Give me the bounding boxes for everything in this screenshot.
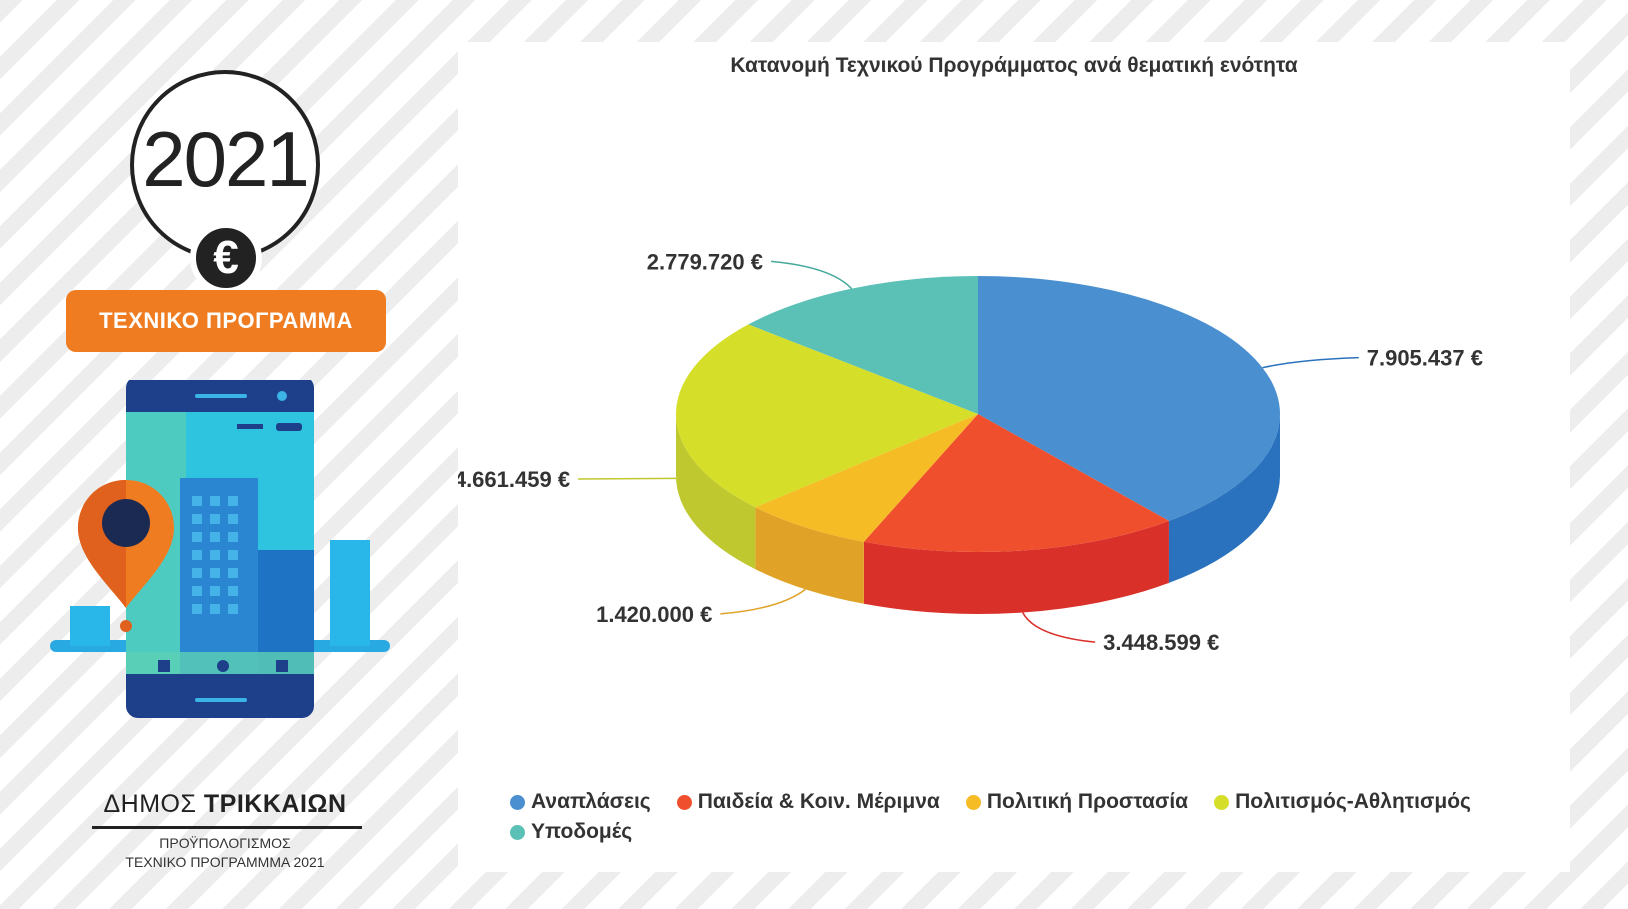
leader-line-3 (578, 477, 677, 480)
legend-label-4: Υποδομές (531, 820, 633, 843)
pie-slice-3 (676, 324, 978, 508)
value-label-0: 7.905.437 € (1367, 346, 1483, 371)
legend-label-0: Αναπλάσεις (531, 790, 651, 813)
leader-line-1 (1022, 612, 1096, 643)
municipality-underline (92, 826, 362, 829)
euro-icon: € (190, 222, 262, 294)
legend-label-2: Πολιτική Προστασία (986, 790, 1189, 813)
legend-swatch-2 (965, 794, 981, 810)
municipality-prefix: ΔΗΜΟΣ (103, 790, 197, 818)
value-label-4: 2.779.720 € (647, 249, 763, 274)
legend-item-1: Παιδεία & Κοιν. Μέριμνα (676, 790, 940, 814)
pie-side-2 (755, 507, 864, 604)
legend-item-4: Υποδομές (510, 820, 632, 844)
left-branding-panel: 2021 € ΤΕΧΝΙΚΟ ΠΡΟΓΡΑΜΜΑ (0, 0, 450, 909)
chart-legend: Αναπλάσεις Παιδεία & Κοιν. Μέριμνα Πολιτικ… (510, 790, 1540, 844)
leader-line-4 (770, 260, 853, 290)
value-label-3: 4.661.459 € (458, 467, 570, 492)
pie-slice-0 (978, 276, 1280, 521)
pie-side-3 (676, 414, 756, 570)
municipality-name: ΔΗΜΟΣ ΤΡΙΚΚΑΙΩΝ (80, 790, 370, 819)
municipality-title: ΤΡΙΚΚΑΙΩΝ (203, 790, 347, 818)
budget-subtitle: ΠΡΟΫΠΟΛΟΓΙΣΜΟΣ ΤΕΧΝΙΚΟ ΠΡΟΓΡΑΜΜΜΑ 2021 (80, 834, 370, 872)
pie-side-0 (1168, 414, 1280, 583)
location-pin-icon (78, 480, 174, 632)
leader-line-2 (720, 588, 806, 615)
smartphone-city-illustration (50, 380, 390, 718)
subtitle-line-1: ΠΡΟΫΠΟΛΟΓΙΣΜΟΣ (159, 835, 291, 851)
program-banner: ΤΕΧΝΙΚΟ ΠΡΟΓΡΑΜΜΑ (66, 290, 386, 352)
legend-swatch-1 (676, 794, 692, 810)
legend-swatch-4 (510, 824, 525, 840)
legend-swatch-3 (1214, 794, 1230, 810)
chart-title: Κατανομή Τεχνικού Προγράμματος ανά θεματ… (730, 54, 1298, 77)
leader-line-0 (1262, 356, 1359, 369)
subtitle-line-2: ΤΕΧΝΙΚΟ ΠΡΟΓΡΑΜΜΜΑ 2021 (125, 854, 325, 870)
legend-label-3: Πολιτισμός-Αθλητισμός (1235, 790, 1471, 813)
building-right (330, 540, 370, 646)
legend-swatch-0 (510, 794, 525, 810)
year-label: 2021 (142, 115, 310, 203)
legend-item-3: Πολιτισμός-Αθλητισμός (1214, 790, 1471, 814)
building-left (70, 606, 110, 646)
value-label-2: 1.420.000 € (596, 602, 712, 627)
pie-side-1 (863, 520, 1169, 615)
pie-chart: 7.905.437 € 3.448.599 € 1.420.000 € 4.661.4… (458, 249, 1483, 655)
pie-slice-1 (863, 414, 1169, 552)
chart-panel: Κατανομή Τεχνικού Προγράμματος ανά θεματ… (458, 42, 1570, 872)
legend-label-1: Παιδεία & Κοιν. Μέριμνα (697, 790, 940, 813)
legend-item-0: Αναπλάσεις (510, 790, 651, 814)
value-label-1: 3.448.599 € (1103, 630, 1219, 655)
pie-slice-2 (755, 414, 978, 542)
pie-slice-4 (748, 276, 978, 414)
legend-item-2: Πολιτική Προστασία (965, 790, 1189, 814)
